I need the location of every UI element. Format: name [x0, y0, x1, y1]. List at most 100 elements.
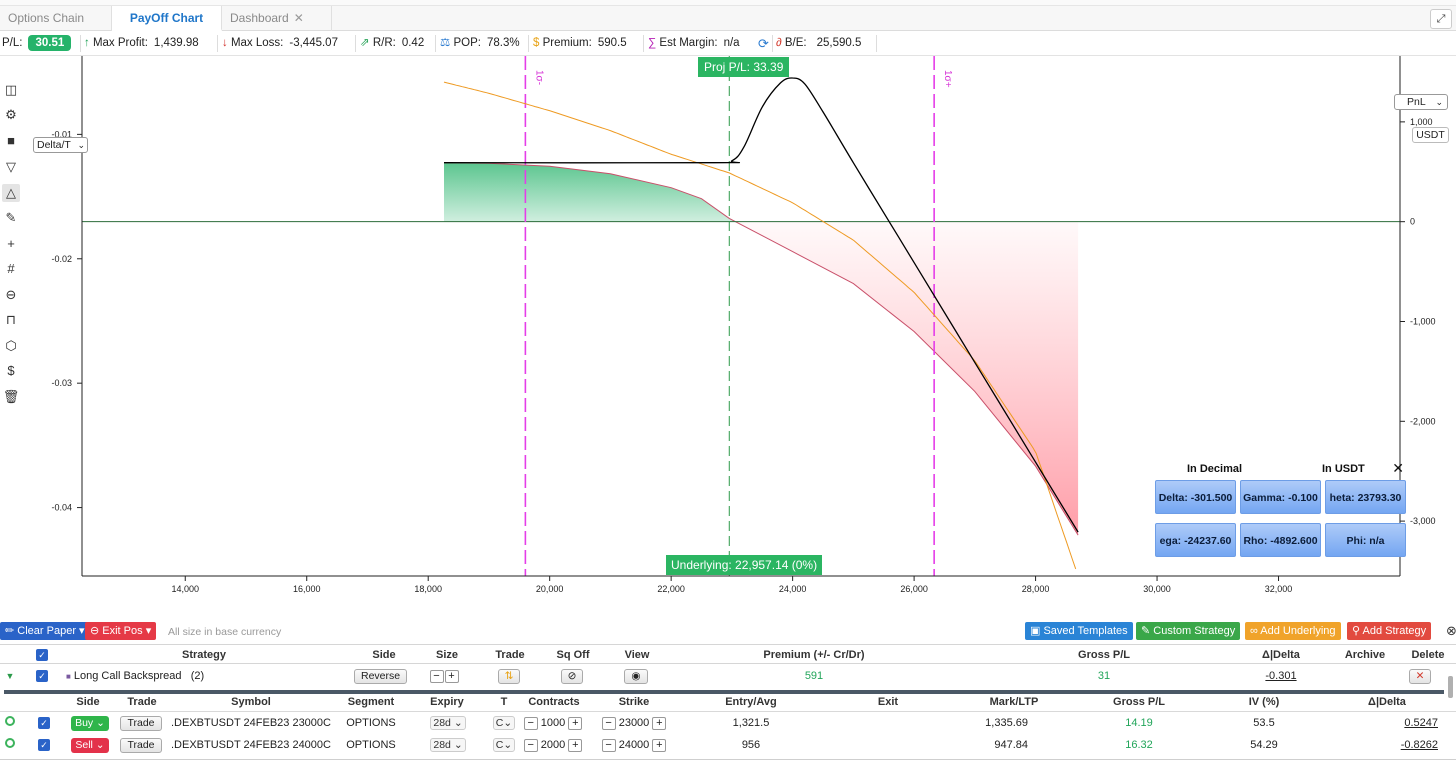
- exit-pos-button[interactable]: ⊖ Exit Pos ▾: [85, 622, 157, 640]
- strategy-row[interactable]: ▼ ✓ ■ Long Call Backspread (2) Reverse −…: [0, 665, 1456, 687]
- projected-pl-label: Proj P/L: 33.39: [698, 57, 790, 77]
- close-icon[interactable]: ✕: [293, 11, 304, 25]
- x-tick-label: 16,000: [293, 584, 321, 594]
- greek-phi: Phi: n/a: [1325, 523, 1406, 557]
- gear-icon[interactable]: ⚙: [5, 107, 17, 122]
- leg-symbol: .DEXBTUSDT 24FEB23 23000C: [171, 717, 331, 729]
- tab-label: Dashboard: [230, 11, 289, 25]
- legs-divider: [4, 690, 1444, 694]
- expiry-payoff-line: [443, 77, 1079, 533]
- clear-paper-button[interactable]: ✏ Clear Paper ▾: [0, 622, 90, 640]
- add-strategy-button[interactable]: ⚲ Add Strategy: [1347, 622, 1432, 640]
- dollar-icon[interactable]: $: [7, 363, 15, 378]
- plus-icon[interactable]: +: [7, 236, 15, 251]
- max-profit-stat: ↑ Max Profit: 1,439.98: [84, 37, 199, 49]
- reverse-button[interactable]: Reverse: [354, 665, 408, 687]
- scrollbar[interactable]: [1448, 676, 1453, 698]
- leg-contracts-stepper[interactable]: − 1000 +: [518, 713, 588, 733]
- sigma-label: 1σ+: [942, 70, 953, 88]
- triangle-icon[interactable]: △: [2, 184, 20, 202]
- expand-icon[interactable]: ⤢: [1430, 9, 1452, 29]
- left-tick-label: -0.02: [51, 254, 72, 264]
- right-tick-label: 1,000: [1410, 117, 1433, 127]
- leg-expiry-select[interactable]: 28d ⌄: [430, 713, 466, 733]
- leg-side-select[interactable]: Sell ⌄: [70, 735, 110, 755]
- leg-type-select[interactable]: C⌄: [492, 735, 516, 755]
- greeks-usdt-header[interactable]: In USDT: [1322, 463, 1365, 475]
- filter-icon[interactable]: ▽: [6, 159, 16, 174]
- x-tick-label: 18,000: [414, 584, 442, 594]
- scale-icon: ⚖: [440, 37, 451, 49]
- leg-mark: 1,335.69: [985, 717, 1028, 729]
- x-tick-label: 20,000: [536, 584, 564, 594]
- x-tick-label: 28,000: [1022, 584, 1050, 594]
- max-loss-stat: ↓ Max Loss: -3,445.07: [222, 37, 338, 49]
- action-bar: ✏ Clear Paper ▾ ⊖ Exit Pos ▾ All size in…: [0, 621, 1456, 643]
- view-eye-icon[interactable]: ◉: [620, 665, 652, 687]
- strategy-delta[interactable]: -0.301: [1265, 670, 1297, 682]
- strategy-name: ■ Long Call Backspread (2): [66, 670, 205, 682]
- trash-icon[interactable]: 🗑: [2, 389, 20, 404]
- right-tick-label: -3,000: [1410, 516, 1436, 526]
- tab-options-chain[interactable]: Options Chain: [0, 6, 112, 31]
- rr-stat: ⇗ R/R: 0.42: [360, 37, 425, 49]
- leg-strike-stepper[interactable]: − 23000 +: [596, 713, 672, 733]
- tab-dashboard[interactable]: Dashboard ✕: [222, 6, 332, 31]
- projected-pnl-line: [443, 162, 1079, 536]
- custom-strategy-button[interactable]: ✎ Custom Strategy: [1136, 622, 1241, 640]
- leg-checkbox[interactable]: ✓: [36, 735, 52, 755]
- x-tick-label: 26,000: [900, 584, 928, 594]
- delete-button[interactable]: ✕: [1405, 665, 1435, 687]
- right-tick-label: 0: [1410, 217, 1415, 227]
- strategy-checkbox[interactable]: ✓: [34, 665, 50, 687]
- pencil-icon[interactable]: ✎: [5, 210, 17, 225]
- tab-bar: Options Chain PayOff Chart Dashboard ✕ ⤢: [0, 6, 1456, 31]
- close-circle-icon[interactable]: ⊗: [1446, 623, 1456, 638]
- cube-icon[interactable]: ⬡: [5, 338, 17, 353]
- strategy-gross-pl: 31: [1097, 670, 1111, 682]
- leg-delta[interactable]: 0.5247: [1404, 717, 1438, 729]
- greek-rho: Rho: -4892.600: [1240, 523, 1321, 557]
- size-stepper[interactable]: − +: [418, 665, 470, 687]
- pop-stat: ⚖ POP: 78.3%: [440, 37, 520, 49]
- sigma-icon: ∑: [648, 37, 657, 49]
- leg-row[interactable]: ✓ Sell ⌄ Trade .DEXBTUSDT 24FEB23 24000C…: [0, 735, 1456, 757]
- leg-segment: OPTIONS: [346, 717, 396, 729]
- expand-caret-icon[interactable]: ▼: [5, 671, 15, 681]
- leg-symbol: .DEXBTUSDT 24FEB23 24000C: [171, 739, 331, 751]
- footer-edge: [0, 759, 1456, 772]
- greek-theta: heta: 23793.30: [1325, 480, 1406, 514]
- arrow-up-icon: ↑: [84, 37, 90, 49]
- sidebar-toggle-icon[interactable]: ◫: [4, 82, 18, 97]
- x-tick-label: 14,000: [171, 584, 199, 594]
- select-all-checkbox[interactable]: ✓: [34, 645, 50, 665]
- saved-templates-button[interactable]: ▣ Saved Templates: [1025, 622, 1133, 640]
- leg-expiry-select[interactable]: 28d ⌄: [430, 735, 466, 755]
- leg-mark: 947.84: [994, 739, 1028, 751]
- delta-axis-select[interactable]: Delta/T ⌄: [33, 137, 88, 153]
- leg-row[interactable]: ✓ Buy ⌄ Trade .DEXBTUSDT 24FEB23 23000C …: [0, 713, 1456, 735]
- close-icon[interactable]: ✕: [1392, 460, 1404, 476]
- leg-contracts-stepper[interactable]: − 2000 +: [518, 735, 588, 755]
- underlying-label: Underlying: 22,957.14 (0%): [666, 555, 823, 575]
- x-tick-label: 32,000: [1265, 584, 1293, 594]
- leg-trade-button[interactable]: Trade: [120, 713, 162, 733]
- square-icon[interactable]: ■: [7, 133, 15, 148]
- leg-delta[interactable]: -0.8262: [1400, 739, 1438, 751]
- add-underlying-button[interactable]: ∞ Add Underlying: [1245, 622, 1341, 640]
- zoom-out-icon[interactable]: ⊖: [5, 287, 17, 302]
- lock-icon[interactable]: ⊓: [5, 312, 17, 327]
- leg-strike-stepper[interactable]: − 24000 +: [596, 735, 672, 755]
- leg-side-select[interactable]: Buy ⌄: [70, 713, 110, 733]
- square-off-icon[interactable]: ⊘: [557, 665, 587, 687]
- tab-payoff-chart[interactable]: PayOff Chart: [112, 6, 222, 31]
- trade-swap-icon[interactable]: ⇅: [494, 665, 524, 687]
- leg-type-select[interactable]: C⌄: [492, 713, 516, 733]
- x-tick-label: 30,000: [1143, 584, 1171, 594]
- grid-icon[interactable]: #: [7, 261, 15, 276]
- leg-trade-button[interactable]: Trade: [120, 735, 162, 755]
- refresh-icon[interactable]: ⟳: [758, 36, 769, 51]
- arrow-down-icon: ↓: [222, 37, 228, 49]
- leg-checkbox[interactable]: ✓: [36, 713, 52, 733]
- pnl-axis-select[interactable]: PnL ⌄: [1394, 94, 1448, 110]
